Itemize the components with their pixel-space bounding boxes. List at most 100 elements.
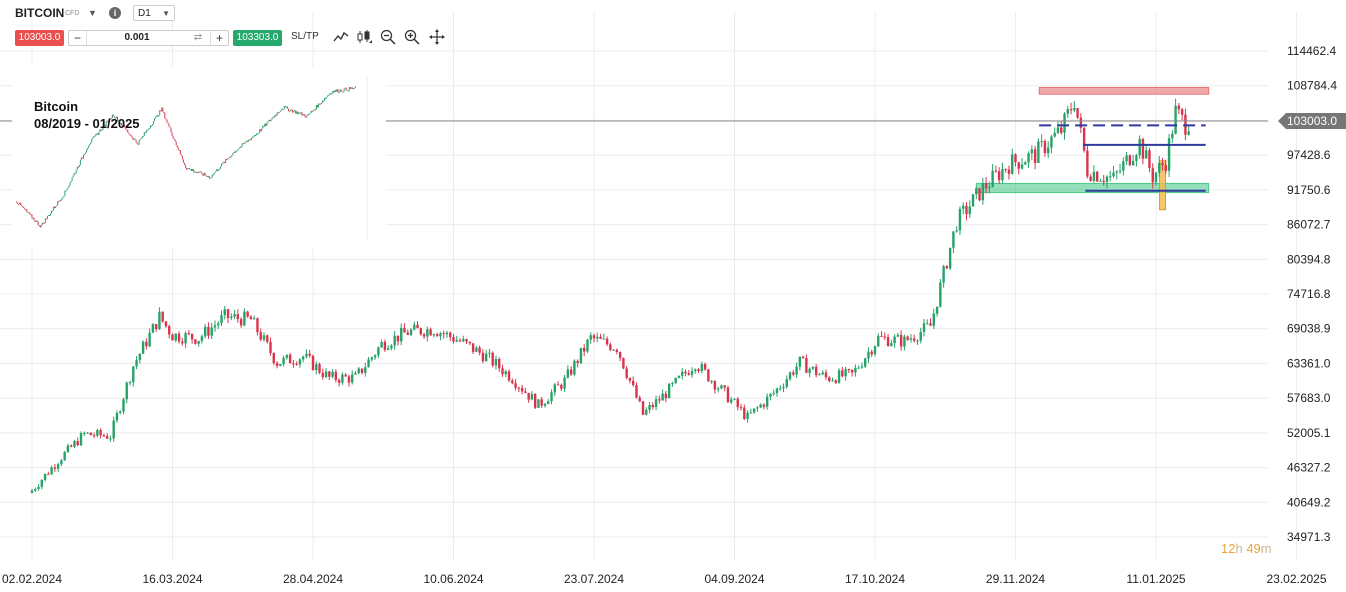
inset-candle bbox=[53, 206, 55, 211]
inset-candle bbox=[251, 136, 253, 138]
candle bbox=[1076, 107, 1079, 119]
inset-candle bbox=[322, 100, 323, 103]
inset-candle bbox=[217, 169, 219, 171]
quantity-input[interactable] bbox=[87, 31, 187, 45]
inset-candle bbox=[123, 125, 125, 127]
candle-body bbox=[115, 412, 119, 421]
inset-candle bbox=[112, 114, 114, 117]
candle bbox=[586, 338, 589, 354]
inset-candle bbox=[86, 149, 88, 153]
inset-candle bbox=[79, 159, 81, 166]
candle-body bbox=[337, 380, 341, 383]
inset-candle bbox=[88, 145, 90, 149]
candle-body bbox=[641, 401, 645, 415]
candle-body bbox=[743, 407, 746, 419]
candle-body bbox=[324, 371, 328, 378]
candle-body bbox=[556, 384, 560, 386]
inset-candle bbox=[291, 109, 293, 111]
inset-candle bbox=[94, 135, 96, 137]
plus-button[interactable]: + bbox=[210, 31, 228, 45]
candle-body bbox=[955, 230, 958, 232]
candle-body bbox=[217, 323, 220, 326]
minus-button[interactable]: − bbox=[69, 31, 87, 45]
y-tick-label: 74716.8 bbox=[1287, 287, 1331, 301]
timeframe-select[interactable]: D1 ▼ bbox=[133, 5, 175, 21]
candle-body bbox=[645, 409, 648, 415]
candle-body bbox=[873, 346, 877, 355]
inset-candle bbox=[260, 129, 262, 132]
candle-body bbox=[416, 324, 419, 329]
candle-body bbox=[86, 432, 89, 434]
inset-candle bbox=[279, 111, 281, 113]
buy-button[interactable]: 103303.0 bbox=[233, 30, 282, 46]
candle bbox=[34, 487, 37, 493]
candle bbox=[50, 465, 53, 475]
symbol-name[interactable]: BITCOIN bbox=[15, 6, 65, 20]
candle bbox=[449, 331, 452, 341]
inset-candle bbox=[68, 185, 70, 188]
candle-body bbox=[1063, 113, 1066, 133]
zoom-in-icon[interactable] bbox=[404, 29, 420, 45]
candle bbox=[73, 439, 76, 449]
inset-candle bbox=[328, 95, 330, 97]
inset-candle bbox=[243, 142, 245, 144]
inset-candle bbox=[252, 136, 254, 138]
inset-candle bbox=[146, 129, 148, 131]
inset-candle bbox=[292, 110, 294, 113]
candle-body bbox=[664, 393, 668, 399]
candle-body bbox=[576, 360, 579, 363]
candle-body bbox=[266, 335, 269, 342]
candle-body bbox=[34, 488, 37, 491]
candle bbox=[1037, 138, 1040, 164]
inset-candle bbox=[197, 172, 199, 174]
candlestick-icon[interactable] bbox=[356, 29, 372, 45]
candle-body bbox=[491, 352, 494, 366]
candle-body bbox=[942, 266, 945, 283]
candle bbox=[252, 315, 256, 320]
sell-button[interactable]: 103003.0 bbox=[15, 30, 64, 46]
inset-candle bbox=[21, 205, 23, 207]
swap-icon[interactable]: ⇄ bbox=[193, 32, 203, 43]
inset-candle bbox=[257, 133, 259, 135]
inset-candle bbox=[233, 151, 235, 154]
symbol-dropdown-icon[interactable]: ▼ bbox=[88, 8, 97, 18]
candle bbox=[1060, 121, 1063, 135]
candle-body bbox=[40, 479, 44, 487]
candle bbox=[743, 404, 746, 420]
inset-candle bbox=[152, 124, 153, 126]
candle bbox=[357, 366, 360, 375]
timeframe-value: D1 bbox=[138, 8, 151, 19]
current-price-label: 103003.0 bbox=[1287, 114, 1337, 128]
inset-candle bbox=[190, 169, 192, 171]
candle bbox=[573, 359, 576, 377]
candle-body bbox=[772, 393, 775, 395]
candle bbox=[272, 352, 275, 366]
quantity-stepper[interactable]: − ⇄ + bbox=[68, 30, 229, 46]
inset-candle bbox=[341, 91, 343, 93]
candle bbox=[880, 331, 883, 337]
candle bbox=[328, 370, 331, 380]
line-chart-icon[interactable] bbox=[333, 29, 349, 45]
candle-body bbox=[589, 335, 592, 340]
candle bbox=[200, 334, 204, 344]
inset-candle bbox=[352, 88, 354, 90]
candle-body bbox=[200, 336, 204, 341]
candle-body bbox=[380, 341, 383, 348]
zoom-out-icon[interactable] bbox=[380, 29, 396, 45]
info-icon[interactable]: i bbox=[109, 7, 121, 19]
candle bbox=[462, 335, 465, 343]
candle bbox=[351, 370, 354, 385]
candle bbox=[733, 398, 736, 401]
crosshair-icon[interactable] bbox=[429, 29, 445, 45]
candle bbox=[524, 387, 527, 394]
candle-body bbox=[236, 314, 240, 320]
sltp-button[interactable]: SL/TP bbox=[291, 31, 319, 42]
candle bbox=[301, 355, 305, 363]
inset-candle bbox=[140, 137, 142, 140]
candle bbox=[609, 342, 612, 352]
inset-candle bbox=[91, 138, 93, 143]
candle bbox=[197, 340, 200, 347]
candle bbox=[877, 333, 880, 348]
candle-body bbox=[1138, 139, 1141, 156]
